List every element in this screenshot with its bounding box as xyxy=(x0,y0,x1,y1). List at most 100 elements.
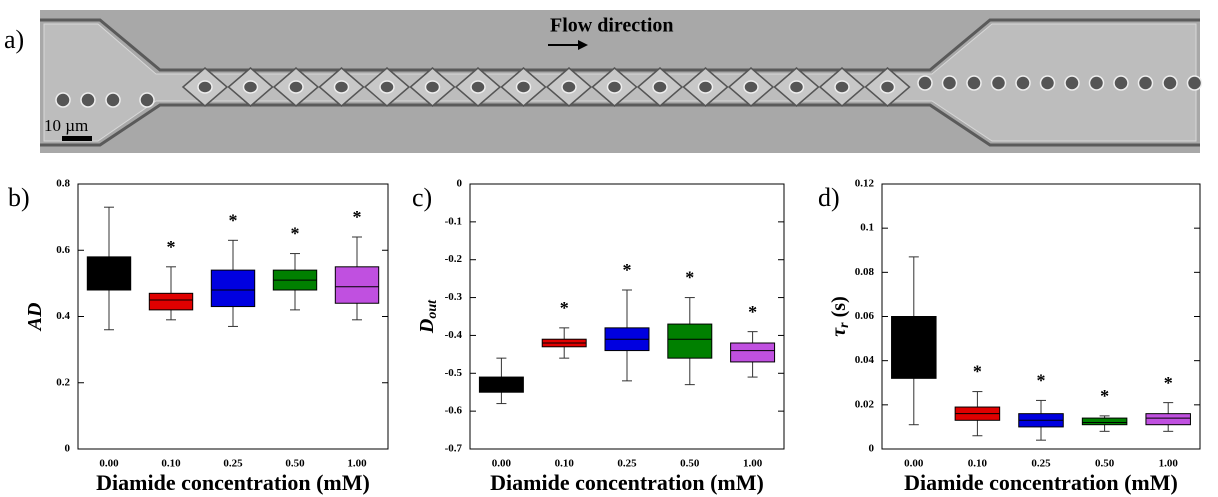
box xyxy=(1145,413,1191,426)
x-tick-label: 1.00 xyxy=(347,458,367,470)
y-axis-label: τr (s) xyxy=(828,296,853,336)
scale-bar-label: 10 µm xyxy=(44,116,88,135)
significance: * xyxy=(685,268,694,288)
box xyxy=(334,266,380,304)
cell xyxy=(1113,75,1129,91)
y-tick-label: -0.7 xyxy=(445,443,463,455)
cell xyxy=(966,75,982,91)
y-label-sub: out xyxy=(425,299,440,319)
panel-label: c) xyxy=(412,183,432,212)
y-tick-label: 0.12 xyxy=(855,178,875,190)
y-tick-label: 0.4 xyxy=(56,310,70,322)
cell xyxy=(139,92,155,108)
panel-label: d) xyxy=(818,183,840,212)
significance: * xyxy=(623,260,632,280)
cell xyxy=(561,80,577,94)
x-tick-label: 0.10 xyxy=(968,458,988,470)
y-label-main: AD xyxy=(24,303,46,333)
cell xyxy=(1064,75,1080,91)
y-tick-label: 0.8 xyxy=(56,178,70,190)
y-tick-label: -0.3 xyxy=(445,291,463,303)
cell xyxy=(917,75,933,91)
significance: * xyxy=(1037,371,1046,391)
y-axis-label: AD xyxy=(24,303,46,333)
significance: * xyxy=(167,237,176,257)
plot-frame xyxy=(469,183,785,450)
x-tick-label: 0.10 xyxy=(555,458,575,470)
y-tick-label: -0.4 xyxy=(445,329,463,341)
significance: * xyxy=(353,207,362,227)
significance: * xyxy=(973,362,982,382)
box xyxy=(667,323,713,359)
x-tick-label: 0.25 xyxy=(617,458,637,470)
x-axis-label: Diamide concentration (mM) xyxy=(96,470,370,495)
caption: Flow direction xyxy=(550,15,674,37)
y-tick-label: -0.1 xyxy=(445,215,462,227)
y-label-sub: r xyxy=(837,322,852,328)
x-tick-label: 0.25 xyxy=(223,458,243,470)
significance: * xyxy=(291,224,300,244)
y-tick-label: -0.2 xyxy=(445,253,463,265)
x-tick-label: 0.50 xyxy=(1095,458,1115,470)
cell xyxy=(515,80,532,94)
cell xyxy=(1162,75,1178,91)
x-axis-label: Diamide concentration (mM) xyxy=(490,470,764,495)
panel-label: a) xyxy=(4,25,24,54)
significance: * xyxy=(229,210,238,230)
panel-label: b) xyxy=(8,183,30,212)
y-tick-label: 0 xyxy=(869,443,875,455)
cell xyxy=(242,80,259,94)
box xyxy=(148,292,194,311)
significance: * xyxy=(560,298,569,318)
y-axis-label: Dout xyxy=(416,299,441,334)
cell xyxy=(788,80,805,94)
significance: * xyxy=(748,302,757,322)
y-tick-label: -0.5 xyxy=(445,367,463,379)
x-tick-label: 0.25 xyxy=(1031,458,1051,470)
cell xyxy=(1039,75,1056,91)
micrograph xyxy=(40,10,1203,153)
cell xyxy=(80,92,96,108)
box xyxy=(891,316,937,379)
cell xyxy=(606,80,623,94)
cell xyxy=(197,80,213,94)
cell xyxy=(288,80,304,94)
cell xyxy=(379,80,395,94)
y-tick-label: -0.6 xyxy=(445,405,463,417)
box xyxy=(1081,417,1128,426)
x-tick-label: 0.00 xyxy=(904,458,924,470)
y-tick-label: 0.04 xyxy=(855,354,875,366)
cell xyxy=(941,75,958,91)
y-tick-label: 0.6 xyxy=(56,244,70,256)
x-tick-label: 0.50 xyxy=(680,458,700,470)
x-axis-label: Diamide concentration (mM) xyxy=(904,470,1178,495)
y-tick-label: 0.06 xyxy=(855,310,875,322)
y-label-main: D xyxy=(416,319,438,334)
x-tick-label: 0.50 xyxy=(285,458,305,470)
cell xyxy=(1015,75,1031,91)
significance: * xyxy=(1100,386,1109,406)
cell xyxy=(652,80,668,94)
y-label-main: τ xyxy=(828,327,850,337)
cell xyxy=(105,92,121,108)
flow-arrow-head xyxy=(578,40,588,50)
cell xyxy=(470,80,486,94)
y-tick-label: 0 xyxy=(457,178,463,190)
cell xyxy=(834,80,850,94)
cell xyxy=(333,80,350,94)
x-tick-label: 0.00 xyxy=(99,458,119,470)
significance: * xyxy=(1164,373,1173,393)
y-tick-label: 0.08 xyxy=(855,266,875,278)
cell xyxy=(743,80,759,94)
x-tick-label: 1.00 xyxy=(743,458,763,470)
cell xyxy=(1186,75,1203,91)
cell xyxy=(879,80,896,94)
x-tick-label: 1.00 xyxy=(1159,458,1179,470)
cell xyxy=(55,92,71,108)
y-label-suffix: (s) xyxy=(828,296,850,322)
x-tick-label: 0.00 xyxy=(492,458,512,470)
y-tick-label: 0 xyxy=(65,443,71,455)
box xyxy=(730,342,776,363)
cell xyxy=(697,80,714,94)
